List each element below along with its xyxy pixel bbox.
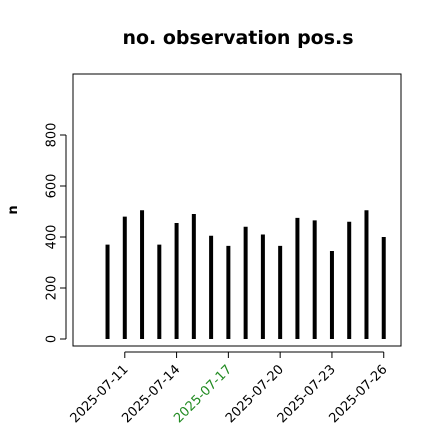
bar-series [105, 210, 386, 339]
y-axis: 0 200 400 600 800 [45, 123, 67, 343]
x-axis: 2025-07-112025-07-142025-07-172025-07-20… [68, 351, 391, 426]
plot-frame [72, 73, 402, 347]
y-tick-label: 800 [45, 123, 60, 148]
y-tick-label: 600 [45, 174, 60, 199]
y-tick-label: 400 [45, 225, 60, 250]
y-axis-label: n [6, 205, 21, 214]
chart-title: no. observation pos.s [122, 27, 353, 49]
y-tick-label: 200 [45, 276, 60, 301]
y-tick-label: 0 [45, 335, 60, 343]
